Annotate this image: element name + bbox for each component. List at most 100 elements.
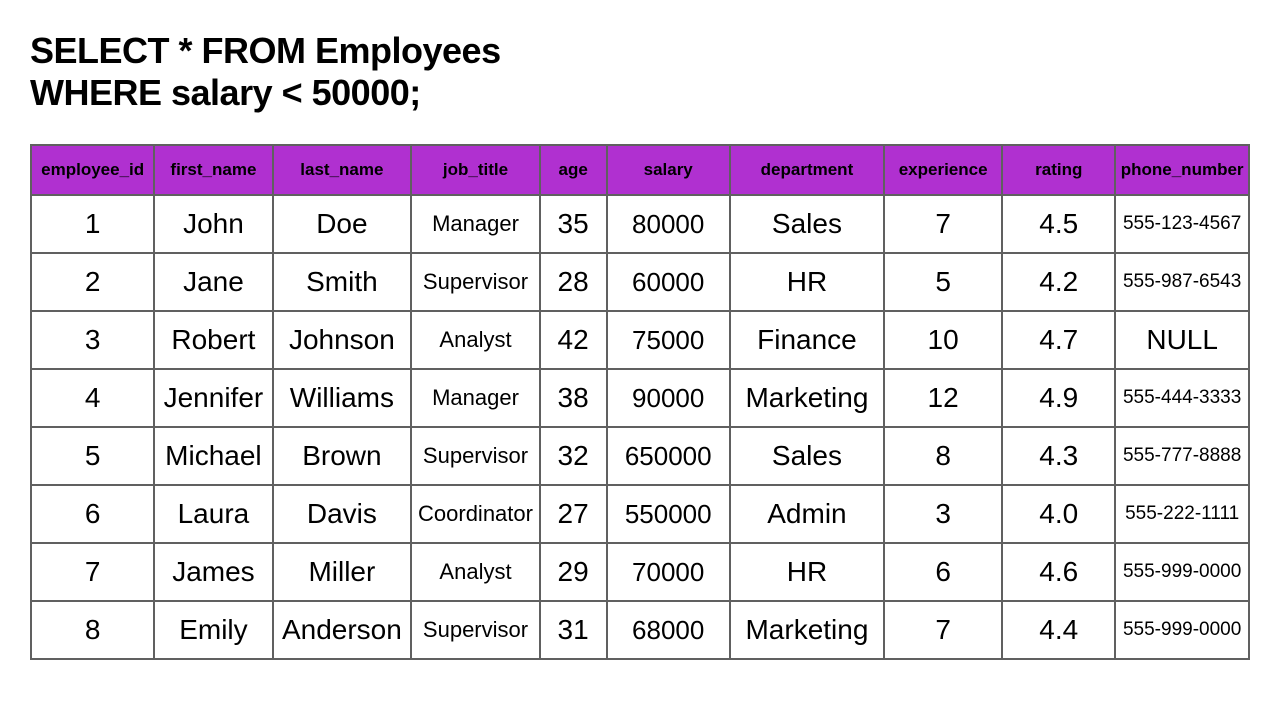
cell-department: Marketing [730, 601, 884, 659]
cell-first_name: Laura [154, 485, 272, 543]
cell-age: 35 [540, 195, 607, 253]
table-body: 1JohnDoeManager3580000Sales74.5555-123-4… [31, 195, 1249, 659]
column-header-experience: experience [884, 145, 1002, 195]
employees-table: employee_idfirst_namelast_namejob_titlea… [30, 144, 1250, 660]
cell-phone_number: NULL [1115, 311, 1249, 369]
cell-experience: 7 [884, 195, 1002, 253]
query-line-2: WHERE salary < 50000; [30, 72, 1250, 114]
cell-first_name: Michael [154, 427, 272, 485]
table-row: 2JaneSmithSupervisor2860000HR54.2555-987… [31, 253, 1249, 311]
cell-job_title: Manager [411, 195, 539, 253]
cell-phone_number: 555-999-0000 [1115, 543, 1249, 601]
column-header-age: age [540, 145, 607, 195]
cell-phone_number: 555-123-4567 [1115, 195, 1249, 253]
cell-employee_id: 3 [31, 311, 154, 369]
cell-phone_number: 555-987-6543 [1115, 253, 1249, 311]
cell-age: 28 [540, 253, 607, 311]
cell-age: 32 [540, 427, 607, 485]
cell-job_title: Supervisor [411, 427, 539, 485]
cell-age: 31 [540, 601, 607, 659]
cell-rating: 4.9 [1002, 369, 1115, 427]
cell-job_title: Manager [411, 369, 539, 427]
cell-first_name: James [154, 543, 272, 601]
table-row: 4JenniferWilliamsManager3890000Marketing… [31, 369, 1249, 427]
cell-experience: 8 [884, 427, 1002, 485]
cell-employee_id: 6 [31, 485, 154, 543]
cell-rating: 4.7 [1002, 311, 1115, 369]
cell-last_name: Doe [273, 195, 412, 253]
cell-last_name: Williams [273, 369, 412, 427]
table-row: 8EmilyAndersonSupervisor3168000Marketing… [31, 601, 1249, 659]
cell-first_name: Jennifer [154, 369, 272, 427]
column-header-phone_number: phone_number [1115, 145, 1249, 195]
table-row: 6LauraDavisCoordinator27550000Admin34.05… [31, 485, 1249, 543]
table-row: 5MichaelBrownSupervisor32650000Sales84.3… [31, 427, 1249, 485]
table-header-row: employee_idfirst_namelast_namejob_titlea… [31, 145, 1249, 195]
cell-age: 27 [540, 485, 607, 543]
cell-experience: 6 [884, 543, 1002, 601]
cell-last_name: Anderson [273, 601, 412, 659]
cell-first_name: Emily [154, 601, 272, 659]
cell-department: Finance [730, 311, 884, 369]
cell-last_name: Davis [273, 485, 412, 543]
cell-rating: 4.4 [1002, 601, 1115, 659]
cell-phone_number: 555-777-8888 [1115, 427, 1249, 485]
cell-employee_id: 5 [31, 427, 154, 485]
cell-age: 42 [540, 311, 607, 369]
cell-department: HR [730, 253, 884, 311]
cell-experience: 12 [884, 369, 1002, 427]
cell-employee_id: 1 [31, 195, 154, 253]
cell-experience: 3 [884, 485, 1002, 543]
cell-salary: 70000 [607, 543, 730, 601]
cell-last_name: Smith [273, 253, 412, 311]
cell-experience: 7 [884, 601, 1002, 659]
cell-job_title: Coordinator [411, 485, 539, 543]
column-header-job_title: job_title [411, 145, 539, 195]
sql-query: SELECT * FROM Employees WHERE salary < 5… [30, 30, 1250, 114]
column-header-employee_id: employee_id [31, 145, 154, 195]
cell-last_name: Miller [273, 543, 412, 601]
cell-salary: 90000 [607, 369, 730, 427]
column-header-department: department [730, 145, 884, 195]
cell-employee_id: 8 [31, 601, 154, 659]
cell-salary: 75000 [607, 311, 730, 369]
cell-rating: 4.6 [1002, 543, 1115, 601]
cell-department: Sales [730, 427, 884, 485]
cell-rating: 4.0 [1002, 485, 1115, 543]
cell-salary: 550000 [607, 485, 730, 543]
column-header-salary: salary [607, 145, 730, 195]
cell-age: 29 [540, 543, 607, 601]
cell-employee_id: 7 [31, 543, 154, 601]
column-header-rating: rating [1002, 145, 1115, 195]
cell-job_title: Supervisor [411, 601, 539, 659]
cell-experience: 5 [884, 253, 1002, 311]
cell-age: 38 [540, 369, 607, 427]
query-line-1: SELECT * FROM Employees [30, 30, 1250, 72]
cell-first_name: Jane [154, 253, 272, 311]
cell-department: Marketing [730, 369, 884, 427]
cell-salary: 68000 [607, 601, 730, 659]
column-header-last_name: last_name [273, 145, 412, 195]
cell-rating: 4.2 [1002, 253, 1115, 311]
cell-salary: 60000 [607, 253, 730, 311]
cell-last_name: Brown [273, 427, 412, 485]
cell-department: Sales [730, 195, 884, 253]
cell-job_title: Supervisor [411, 253, 539, 311]
cell-job_title: Analyst [411, 311, 539, 369]
table-row: 3RobertJohnsonAnalyst4275000Finance104.7… [31, 311, 1249, 369]
cell-first_name: Robert [154, 311, 272, 369]
cell-employee_id: 2 [31, 253, 154, 311]
cell-experience: 10 [884, 311, 1002, 369]
cell-first_name: John [154, 195, 272, 253]
cell-job_title: Analyst [411, 543, 539, 601]
cell-rating: 4.5 [1002, 195, 1115, 253]
cell-rating: 4.3 [1002, 427, 1115, 485]
cell-employee_id: 4 [31, 369, 154, 427]
cell-phone_number: 555-444-3333 [1115, 369, 1249, 427]
cell-department: Admin [730, 485, 884, 543]
column-header-first_name: first_name [154, 145, 272, 195]
cell-department: HR [730, 543, 884, 601]
cell-salary: 650000 [607, 427, 730, 485]
cell-phone_number: 555-999-0000 [1115, 601, 1249, 659]
cell-salary: 80000 [607, 195, 730, 253]
